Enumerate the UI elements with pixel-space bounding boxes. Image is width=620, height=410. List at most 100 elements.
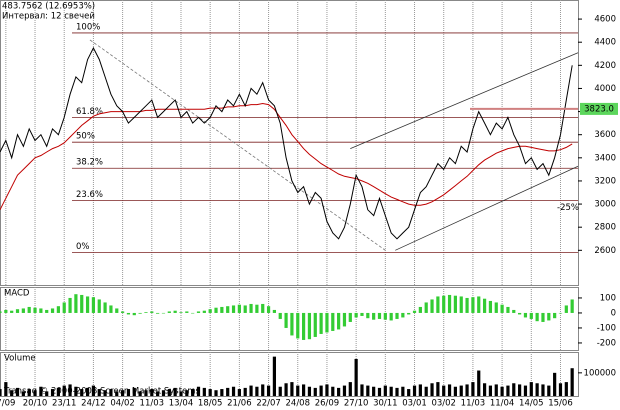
bar	[535, 383, 539, 396]
bar	[249, 303, 253, 313]
bar	[156, 391, 160, 396]
bar	[115, 391, 119, 396]
panel-title: MACD	[4, 289, 30, 299]
bar	[126, 389, 131, 396]
bar	[132, 387, 136, 396]
bar	[547, 385, 551, 396]
panel-frame	[0, 287, 579, 351]
bar	[80, 294, 84, 313]
bar	[115, 308, 119, 313]
bar	[45, 391, 49, 396]
bar	[284, 383, 288, 396]
bar	[4, 309, 8, 313]
bar	[570, 368, 574, 396]
x-tick-label: 04/02	[110, 399, 135, 409]
bar	[558, 383, 563, 396]
bar	[27, 306, 31, 313]
bar	[401, 312, 405, 318]
x-tick-label: 24/08	[286, 399, 311, 409]
y-tick-label: -100	[597, 323, 616, 333]
y-tick-label: 3200	[594, 176, 616, 186]
bar	[39, 386, 43, 396]
bar	[62, 385, 66, 396]
bar	[150, 311, 154, 313]
bar	[331, 386, 335, 396]
bar	[191, 312, 195, 314]
bar	[85, 387, 90, 396]
panel-frame	[0, 352, 579, 397]
bar	[301, 384, 306, 396]
bar	[401, 386, 405, 396]
bar	[15, 309, 20, 313]
bar	[173, 310, 177, 313]
y-tick-label: -200	[597, 338, 616, 348]
bar	[506, 385, 510, 396]
trend-line	[89, 39, 386, 251]
bar	[196, 386, 201, 396]
bar	[459, 385, 463, 396]
bar	[39, 308, 43, 313]
bar	[226, 387, 230, 396]
x-tick-label: 27/10	[344, 399, 369, 409]
bar	[290, 312, 294, 336]
bar	[85, 296, 90, 313]
bar	[558, 312, 563, 314]
bar	[301, 312, 306, 340]
bar	[214, 390, 218, 396]
bar	[500, 304, 504, 313]
bar	[313, 312, 317, 337]
bar	[56, 387, 60, 396]
bar	[553, 312, 557, 319]
x-tick-label: 23/11	[52, 399, 77, 409]
bar	[313, 387, 317, 396]
bar	[436, 296, 440, 313]
bar	[564, 382, 568, 396]
bar	[68, 384, 72, 396]
fib-label: 61.8%	[76, 107, 103, 117]
bar	[529, 382, 533, 396]
bar	[570, 299, 574, 313]
x-tick-label: 18/05	[198, 399, 223, 409]
bar	[506, 306, 510, 313]
bar	[255, 304, 259, 313]
bar	[477, 370, 481, 396]
bar	[383, 385, 387, 396]
bar	[196, 311, 201, 313]
bar	[494, 384, 498, 396]
bar	[325, 384, 329, 396]
x-tick-label: 7/09	[0, 399, 15, 409]
bar	[453, 295, 457, 313]
y-tick-label: 100000	[584, 368, 616, 378]
bar	[377, 387, 382, 396]
bar	[482, 298, 487, 313]
bar	[541, 312, 545, 322]
bar	[412, 310, 417, 313]
bar	[121, 311, 125, 313]
bar	[354, 358, 358, 396]
bar	[50, 389, 55, 396]
bar	[237, 304, 241, 313]
bar	[389, 312, 393, 321]
bar	[261, 384, 265, 396]
fib-label: 50%	[76, 132, 95, 142]
bar	[541, 384, 545, 396]
x-tick-label: 11/03	[461, 399, 486, 409]
bar	[231, 305, 236, 313]
bar	[465, 384, 469, 396]
bar	[278, 386, 282, 396]
bar	[366, 385, 370, 396]
bar	[161, 312, 166, 314]
bar	[424, 302, 428, 313]
bar	[126, 312, 131, 315]
x-tick-label: 26/09	[315, 399, 340, 409]
bar	[208, 389, 212, 396]
bar	[307, 312, 312, 340]
trend-line	[395, 165, 579, 251]
bar	[307, 386, 312, 396]
bar	[91, 385, 96, 396]
x-tick-label: 21/06	[227, 399, 252, 409]
bar	[150, 389, 154, 396]
bar	[144, 312, 148, 313]
